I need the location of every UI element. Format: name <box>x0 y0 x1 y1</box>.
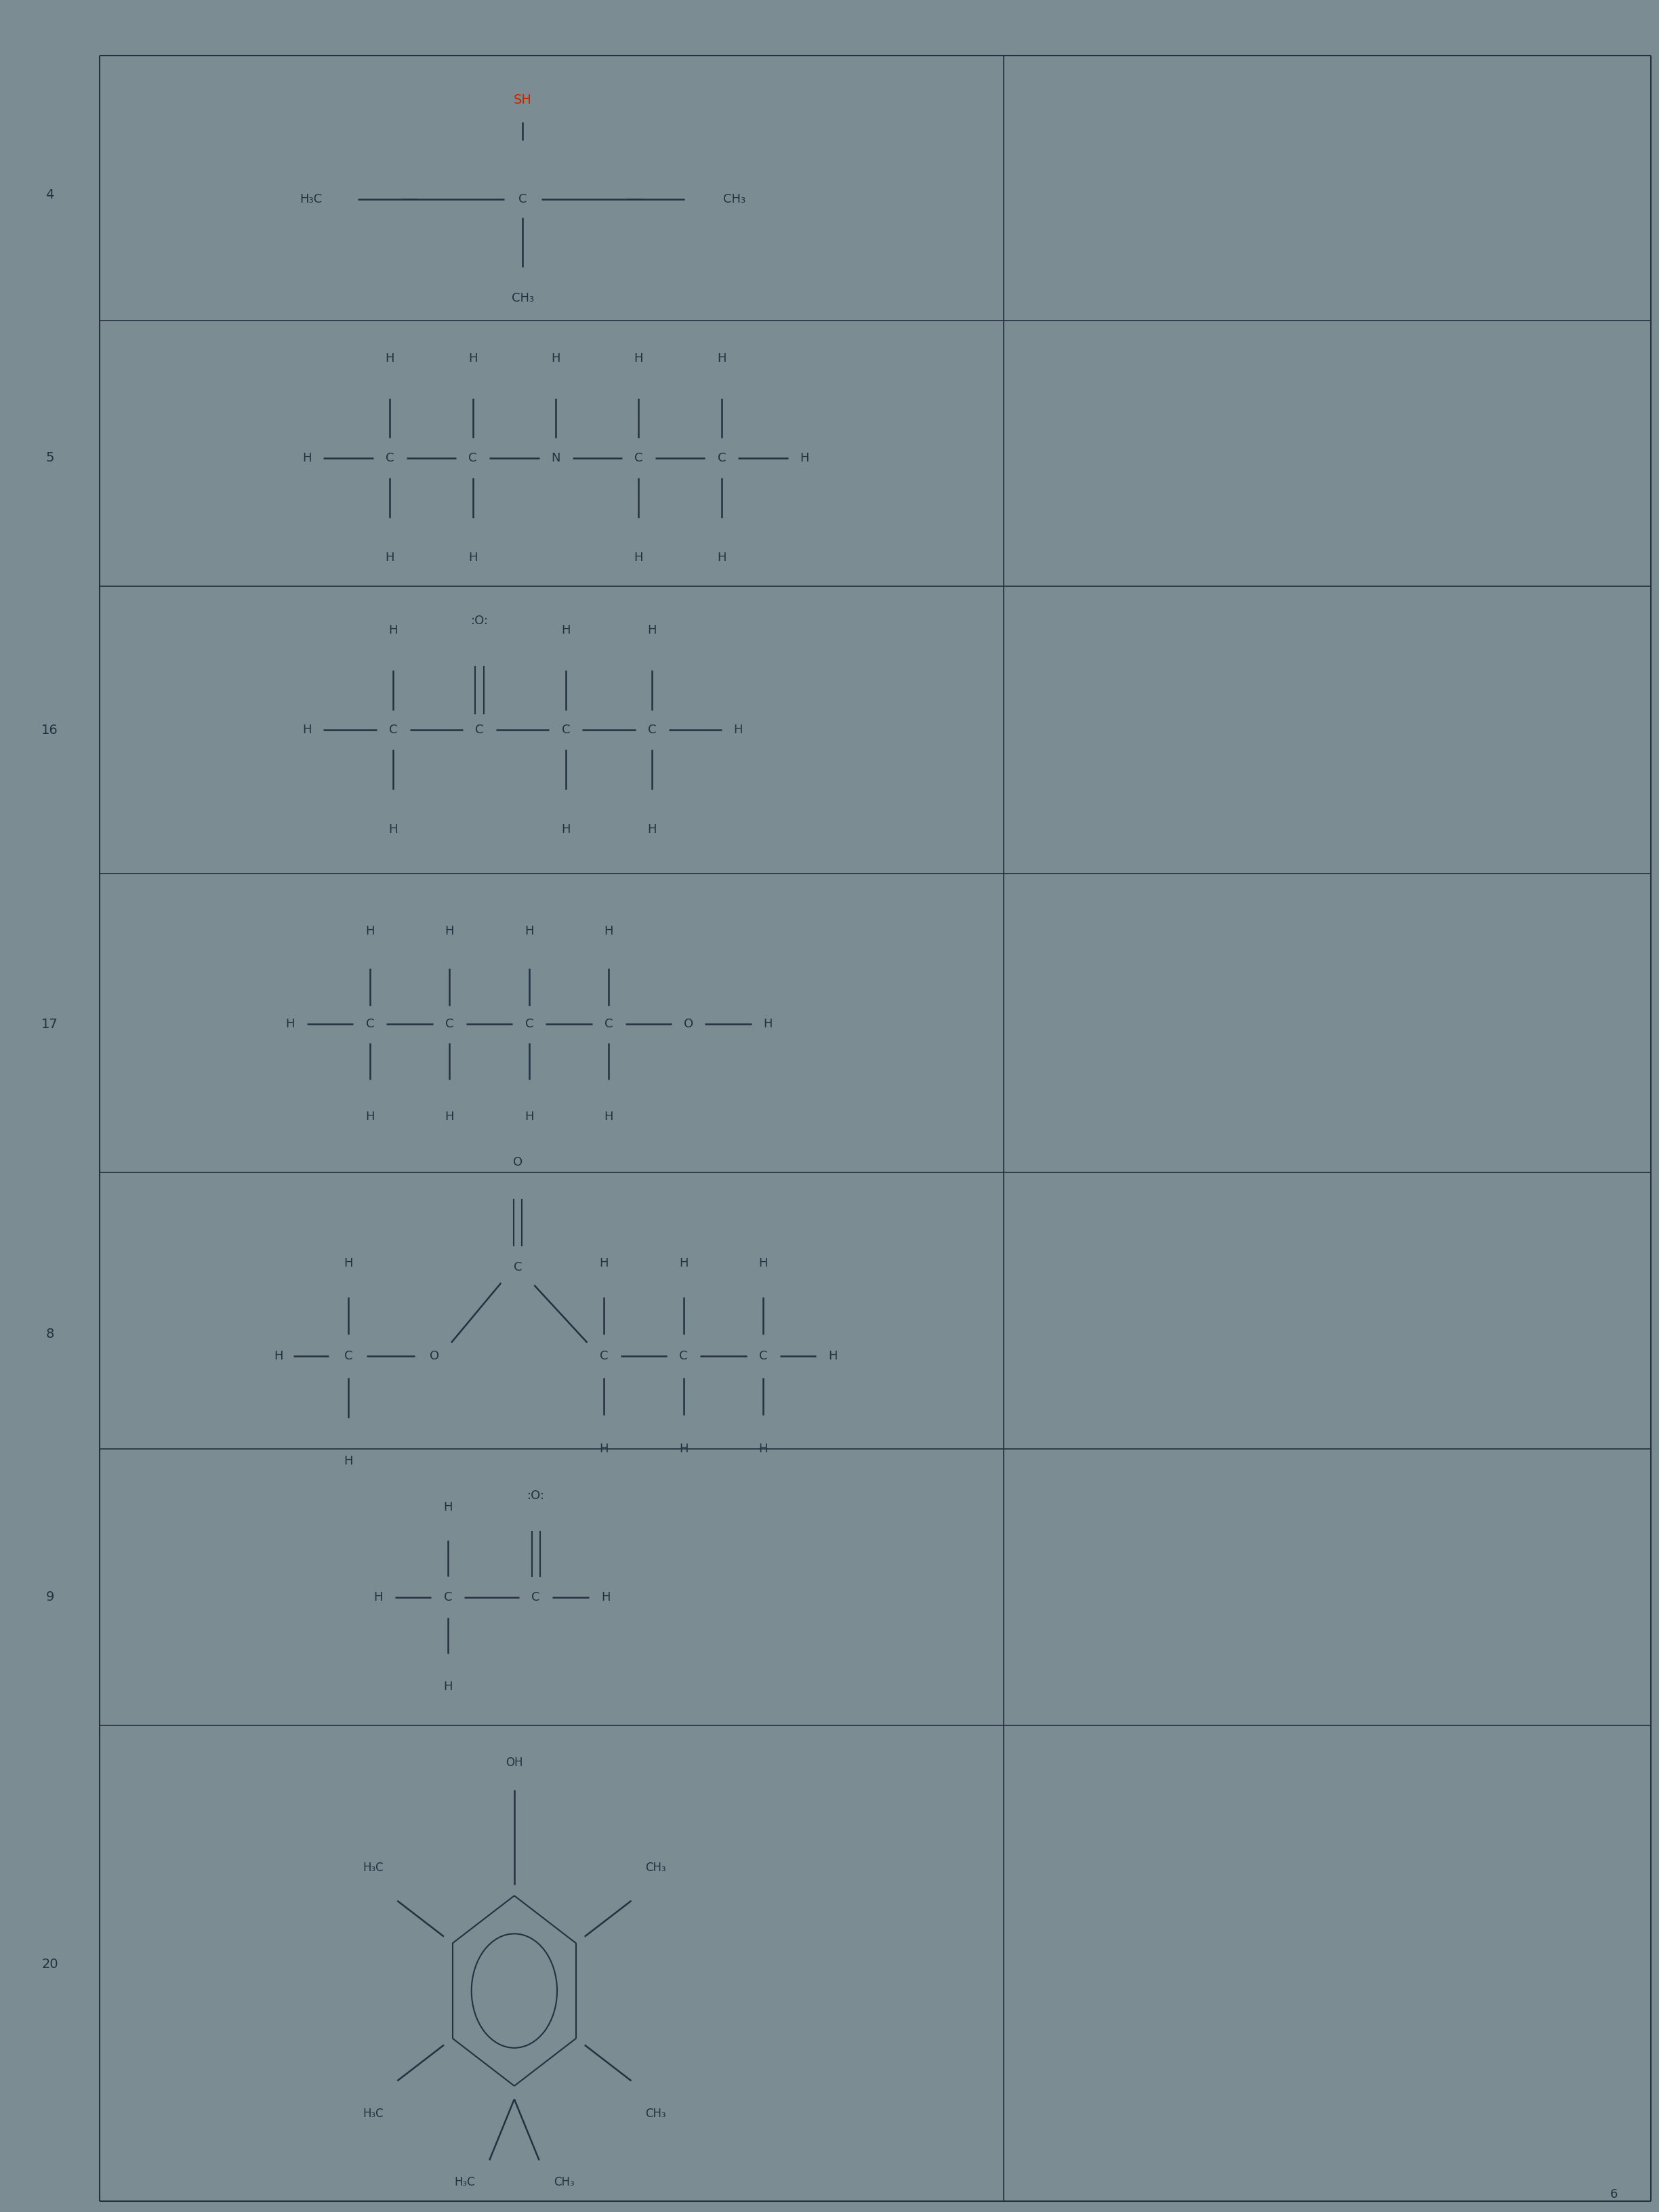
Text: H₃C: H₃C <box>363 1863 383 1874</box>
Text: H₃C: H₃C <box>455 2177 474 2188</box>
Text: H: H <box>561 823 571 836</box>
Text: H: H <box>468 352 478 365</box>
Text: H: H <box>561 624 571 637</box>
Text: C: C <box>474 723 484 737</box>
Text: C: C <box>604 1018 614 1031</box>
Text: C: C <box>343 1349 353 1363</box>
Text: H: H <box>445 925 455 938</box>
Text: N: N <box>551 451 561 465</box>
Text: H: H <box>604 1110 614 1124</box>
Text: H: H <box>828 1349 838 1363</box>
Text: C: C <box>758 1349 768 1363</box>
Text: C: C <box>531 1590 541 1604</box>
Text: H: H <box>445 1110 455 1124</box>
Text: —: — <box>627 190 642 208</box>
Text: C: C <box>388 723 398 737</box>
Text: H: H <box>604 925 614 938</box>
Text: SH: SH <box>514 93 531 106</box>
Text: H: H <box>365 1110 375 1124</box>
Text: CH₃: CH₃ <box>645 1863 665 1874</box>
Text: CH₃: CH₃ <box>645 2108 665 2119</box>
Text: H: H <box>800 451 810 465</box>
Text: H: H <box>373 1590 383 1604</box>
Text: H: H <box>717 551 727 564</box>
Text: H: H <box>443 1502 453 1513</box>
Text: H: H <box>365 925 375 938</box>
Text: O: O <box>513 1157 523 1168</box>
Text: H: H <box>717 352 727 365</box>
Text: H: H <box>634 551 644 564</box>
Text: 5: 5 <box>45 451 55 465</box>
Text: H: H <box>763 1018 773 1031</box>
Text: H: H <box>285 1018 295 1031</box>
Text: H: H <box>551 352 561 365</box>
Text: H: H <box>733 723 743 737</box>
Text: 6: 6 <box>1609 2188 1618 2201</box>
Text: H: H <box>758 1256 768 1270</box>
Text: 8: 8 <box>45 1327 55 1340</box>
Text: C: C <box>599 1349 609 1363</box>
Text: H: H <box>599 1442 609 1455</box>
Text: H: H <box>388 823 398 836</box>
Text: H₃C: H₃C <box>363 2108 383 2119</box>
Text: H: H <box>385 551 395 564</box>
Text: O: O <box>684 1018 693 1031</box>
Text: C: C <box>561 723 571 737</box>
Text: C: C <box>445 1018 455 1031</box>
Text: O: O <box>430 1349 440 1363</box>
Text: H: H <box>647 823 657 836</box>
Text: 16: 16 <box>41 723 58 737</box>
Text: OH: OH <box>506 1756 523 1770</box>
Text: :O:: :O: <box>471 615 488 626</box>
Text: C: C <box>679 1349 688 1363</box>
Text: H: H <box>468 551 478 564</box>
Text: C: C <box>365 1018 375 1031</box>
Text: 17: 17 <box>41 1018 58 1031</box>
Text: H₃C: H₃C <box>300 192 322 206</box>
Text: C: C <box>518 192 528 206</box>
Text: H: H <box>634 352 644 365</box>
Text: C: C <box>634 451 644 465</box>
Text: H: H <box>443 1681 453 1692</box>
Text: C: C <box>385 451 395 465</box>
Text: CH₃: CH₃ <box>723 192 745 206</box>
Text: H: H <box>385 352 395 365</box>
Text: H: H <box>758 1442 768 1455</box>
Text: H: H <box>302 451 312 465</box>
Text: 9: 9 <box>45 1590 55 1604</box>
Text: H: H <box>524 1110 534 1124</box>
Text: H: H <box>343 1455 353 1467</box>
Text: H: H <box>647 624 657 637</box>
Text: H: H <box>524 925 534 938</box>
Text: —: — <box>403 190 418 208</box>
Text: H: H <box>274 1349 284 1363</box>
Text: C: C <box>717 451 727 465</box>
Text: :O:: :O: <box>528 1489 544 1502</box>
Text: H: H <box>302 723 312 737</box>
Text: C: C <box>468 451 478 465</box>
Text: C: C <box>647 723 657 737</box>
Text: C: C <box>524 1018 534 1031</box>
Text: CH₃: CH₃ <box>554 2177 574 2188</box>
Text: H: H <box>343 1256 353 1270</box>
Text: H: H <box>388 624 398 637</box>
Text: CH₃: CH₃ <box>511 292 534 305</box>
Text: C: C <box>443 1590 453 1604</box>
Text: 4: 4 <box>45 188 55 201</box>
Text: H: H <box>599 1256 609 1270</box>
Text: H: H <box>601 1590 611 1604</box>
Text: 20: 20 <box>41 1958 58 1971</box>
Text: C: C <box>513 1261 523 1274</box>
Text: H: H <box>679 1256 688 1270</box>
Text: H: H <box>679 1442 688 1455</box>
